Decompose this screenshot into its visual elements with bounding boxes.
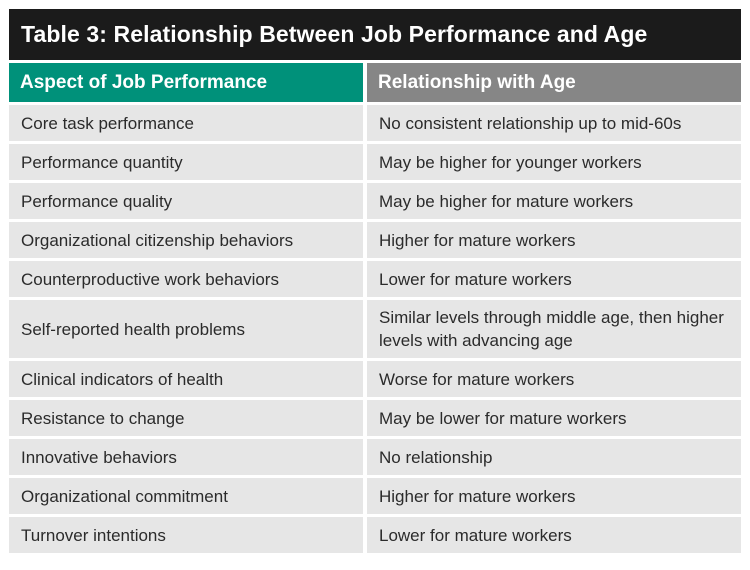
table-header-row: Aspect of Job Performance Relationship w… xyxy=(9,63,741,102)
aspect-cell: Organizational citizenship behaviors xyxy=(9,222,363,258)
aspect-cell: Innovative behaviors xyxy=(9,439,363,475)
aspect-cell: Core task performance xyxy=(9,105,363,141)
relationship-cell: No consistent relationship up to mid-60s xyxy=(367,105,741,141)
aspect-cell: Performance quality xyxy=(9,183,363,219)
aspect-cell: Performance quantity xyxy=(9,144,363,180)
relationship-cell: Higher for mature workers xyxy=(367,478,741,514)
relationship-cell: No relationship xyxy=(367,439,741,475)
relationship-cell: May be lower for mature workers xyxy=(367,400,741,436)
table-body: Core task performance No consistent rela… xyxy=(9,105,741,553)
relationship-cell: Lower for mature workers xyxy=(367,517,741,553)
table-row: Self-reported health problems Similar le… xyxy=(9,300,741,358)
relationship-cell: Lower for mature workers xyxy=(367,261,741,297)
aspect-cell: Counterproductive work behaviors xyxy=(9,261,363,297)
header-aspect: Aspect of Job Performance xyxy=(9,63,363,102)
table-row: Performance quantity May be higher for y… xyxy=(9,144,741,180)
aspect-cell: Organizational commitment xyxy=(9,478,363,514)
aspect-cell: Resistance to change xyxy=(9,400,363,436)
header-relationship: Relationship with Age xyxy=(367,63,741,102)
aspect-cell: Clinical indicators of health xyxy=(9,361,363,397)
table-row: Organizational citizenship behaviors Hig… xyxy=(9,222,741,258)
table-row: Innovative behaviors No relationship xyxy=(9,439,741,475)
table-row: Resistance to change May be lower for ma… xyxy=(9,400,741,436)
table-row: Clinical indicators of health Worse for … xyxy=(9,361,741,397)
relationship-cell: Worse for mature workers xyxy=(367,361,741,397)
relationship-cell: May be higher for younger workers xyxy=(367,144,741,180)
relationship-cell: Higher for mature workers xyxy=(367,222,741,258)
aspect-cell: Turnover intentions xyxy=(9,517,363,553)
table-row: Counterproductive work behaviors Lower f… xyxy=(9,261,741,297)
relationship-cell: May be higher for mature workers xyxy=(367,183,741,219)
table-row: Turnover intentions Lower for mature wor… xyxy=(9,517,741,553)
table-row: Performance quality May be higher for ma… xyxy=(9,183,741,219)
relationship-cell: Similar levels through middle age, then … xyxy=(367,300,741,358)
table-row: Organizational commitment Higher for mat… xyxy=(9,478,741,514)
table-row: Core task performance No consistent rela… xyxy=(9,105,741,141)
table-figure: Table 3: Relationship Between Job Perfor… xyxy=(9,9,741,561)
table-title: Table 3: Relationship Between Job Perfor… xyxy=(9,9,741,60)
aspect-cell: Self-reported health problems xyxy=(9,300,363,358)
